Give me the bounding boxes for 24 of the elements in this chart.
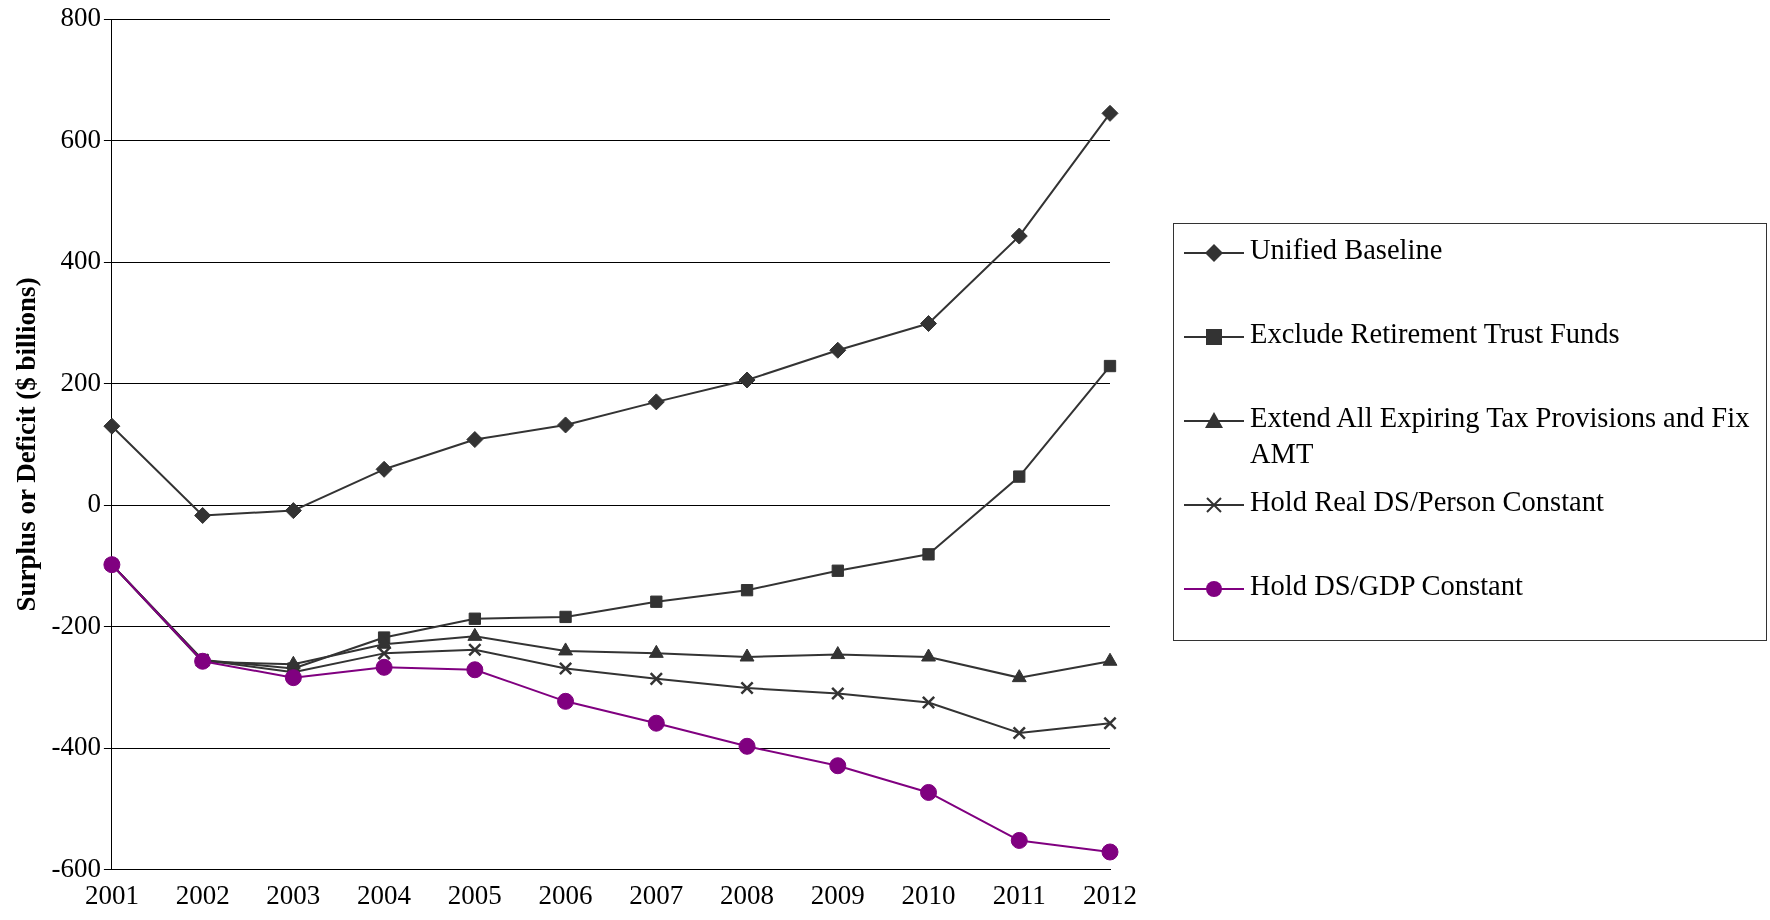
legend-label: Hold DS/GDP Constant xyxy=(1250,569,1523,603)
y-tick-label: -200 xyxy=(51,609,101,640)
legend-label: Extend All Expiring Tax Provisions and Fix AMT xyxy=(1250,401,1751,471)
y-tick-label: 800 xyxy=(60,2,101,33)
x-tick-label: 2006 xyxy=(538,879,593,910)
legend-label: Hold Real DS/Person Constant xyxy=(1250,485,1604,519)
x-tick-label: 2005 xyxy=(447,879,502,910)
x-tick-label: 2012 xyxy=(1083,879,1137,910)
x-tick-label: 2009 xyxy=(810,879,865,910)
y-tick-label: 200 xyxy=(60,366,101,397)
x-tick-label: 2002 xyxy=(175,879,230,910)
x-tick-label: 2007 xyxy=(629,879,684,910)
legend-label: Exclude Retirement Trust Funds xyxy=(1250,317,1620,351)
x-tick-label: 2010 xyxy=(901,879,956,910)
x-tick-label: 2004 xyxy=(357,879,412,910)
y-tick-label: -400 xyxy=(51,731,101,762)
y-tick-label: 0 xyxy=(87,488,101,519)
y-tick-label: 400 xyxy=(60,245,101,276)
legend-label: Unified Baseline xyxy=(1250,233,1443,267)
y-tick-label: 600 xyxy=(60,123,101,154)
y-axis-title: Surplus or Deficit ($ billions) xyxy=(11,277,42,612)
x-tick-label: 2008 xyxy=(720,879,775,910)
x-tick-label: 2003 xyxy=(266,879,321,910)
x-tick-label: 2011 xyxy=(992,879,1046,910)
